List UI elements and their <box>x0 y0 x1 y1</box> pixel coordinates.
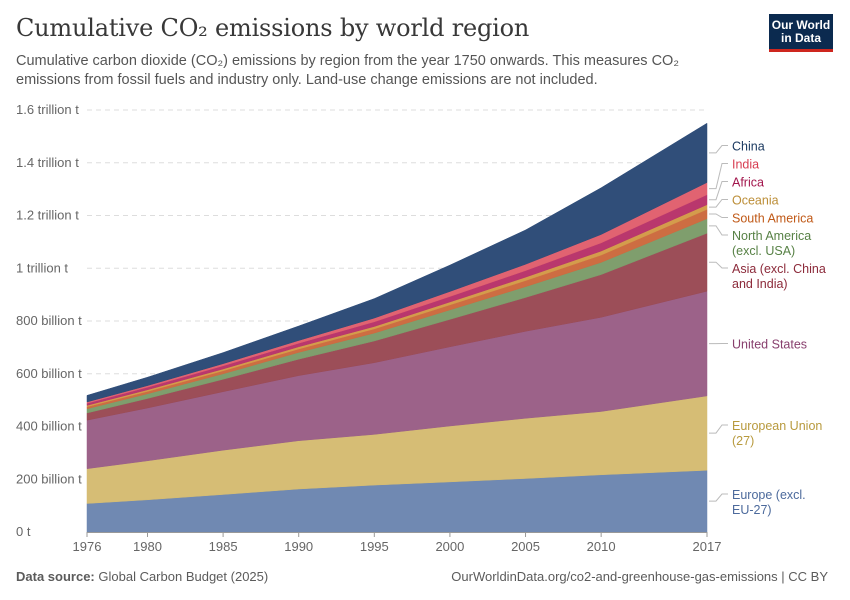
legend-label-north-america-excl-usa[interactable]: North America (excl. USA) <box>732 229 811 258</box>
legend-connector <box>709 261 728 269</box>
area-china[interactable] <box>86 122 708 403</box>
logo-line-2: in Data <box>780 30 821 45</box>
y-tick-label: 800 billion t <box>16 313 82 328</box>
legend-label-south-america[interactable]: South America <box>732 212 813 226</box>
x-tick-label: 2010 <box>587 539 616 554</box>
data-source-text: Global Carbon Budget (2025) <box>98 569 269 584</box>
legend-label-india[interactable]: India <box>732 158 759 172</box>
legend-label-european-union-27[interactable]: European Union (27) <box>732 419 822 448</box>
legend-connector <box>709 493 728 502</box>
data-source: Data source: Global Carbon Budget (2025) <box>16 569 268 584</box>
legend-connector <box>709 424 728 434</box>
y-tick-label: 0 t <box>16 524 31 539</box>
legend-connector <box>709 145 728 154</box>
owid-logo[interactable]: Our World in Data <box>769 14 833 52</box>
stacked-areas <box>86 122 708 533</box>
x-tick-label: 2005 <box>511 539 540 554</box>
y-tick-label: 1 trillion t <box>16 260 68 275</box>
x-tick-label: 1976 <box>73 539 102 554</box>
legend-connector <box>709 181 728 201</box>
x-tick-label: 1995 <box>360 539 389 554</box>
legend-label-china[interactable]: China <box>732 140 765 154</box>
x-tick-label: 2000 <box>435 539 464 554</box>
axes: 0 t 200 billion t 400 billion t 600 billion… <box>16 102 721 554</box>
y-tick-label: 1.2 trillion t <box>16 208 79 223</box>
area-chart: 0 t 200 billion t 400 billion t 600 billion… <box>16 102 826 554</box>
chart-title: Cumulative CO₂ emissions by world region <box>16 14 530 42</box>
legend-connector <box>709 225 728 236</box>
y-tick-label: 1.4 trillion t <box>16 155 79 170</box>
y-tick-label: 1.6 trillion t <box>16 102 79 117</box>
legend-label-africa[interactable]: Africa <box>732 176 764 190</box>
x-tick-label: 1985 <box>209 539 238 554</box>
legend-connector <box>709 213 728 218</box>
x-tick-label: 1990 <box>284 539 313 554</box>
x-tick-label: 2017 <box>693 539 722 554</box>
legend-label-oceania[interactable]: Oceania <box>732 194 779 208</box>
data-source-label: Data source: <box>16 569 95 584</box>
legend-connector <box>709 163 728 190</box>
x-tick-label: 1980 <box>133 539 162 554</box>
y-tick-label: 600 billion t <box>16 366 82 381</box>
legend-label-united-states[interactable]: United States <box>732 338 807 352</box>
legend-label-asia-excl-china-and-india[interactable]: Asia (excl. China and India) <box>732 262 826 291</box>
legend-label-europe-excl-eu-27[interactable]: Europe (excl. EU-27) <box>732 488 806 517</box>
chart-subtitle: Cumulative carbon dioxide (CO₂) emission… <box>16 53 679 88</box>
y-tick-label: 200 billion t <box>16 471 82 486</box>
legend: Europe (excl. EU-27) European Union (27) Uni… <box>709 140 826 517</box>
legend-connector <box>709 199 728 208</box>
y-tick-label: 400 billion t <box>16 419 82 434</box>
source-url[interactable]: OurWorldinData.org/co2-and-greenhouse-ga… <box>451 569 828 584</box>
logo-line-1: Our World <box>771 17 831 32</box>
